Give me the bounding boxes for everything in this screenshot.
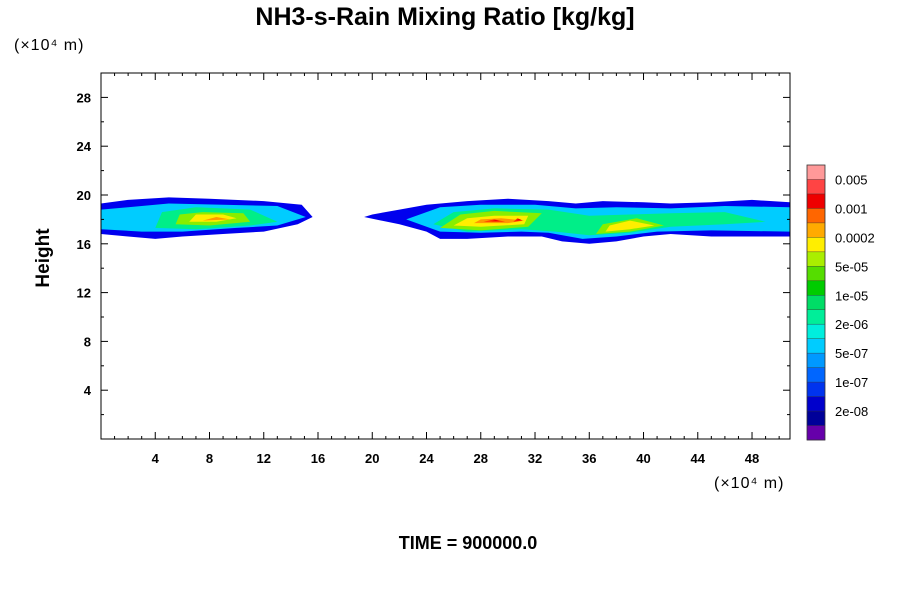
contour-region-17	[516, 218, 522, 221]
contour-region-12	[605, 220, 655, 232]
x-tick-label: 12	[257, 451, 271, 466]
x-tick-label: 44	[691, 451, 706, 466]
x-tick-label: 4	[152, 451, 160, 466]
colorbar-swatch	[807, 222, 825, 238]
colorbar-frame	[806, 164, 826, 441]
colorbar-swatch	[807, 208, 825, 224]
x-tick-label: 32	[528, 451, 542, 466]
colorbar-label: 0.005	[835, 173, 868, 188]
x-tick-label: 20	[365, 451, 379, 466]
colorbar-swatch	[807, 425, 825, 441]
colorbar-swatch	[807, 237, 825, 253]
colorbar-swatch	[807, 353, 825, 368]
x-tick-label: 24	[419, 451, 434, 466]
x-tick-label: 48	[745, 451, 759, 466]
colorbar-swatch	[807, 338, 825, 354]
y-tick-label: 4	[84, 383, 92, 398]
plot-frame	[100, 72, 791, 440]
colorbar-swatch	[807, 193, 825, 209]
y-tick-label: 28	[77, 90, 91, 105]
colorbar-swatch	[807, 251, 825, 267]
y-axis-label: Height	[33, 228, 54, 288]
y-tick-label: 8	[84, 334, 91, 349]
colorbar-label: 2e-08	[835, 404, 868, 419]
colorbar-swatch	[807, 266, 825, 282]
y-units-label: (×10⁴ m)	[14, 37, 84, 54]
colorbar-swatch	[807, 411, 825, 426]
colorbar-label: 5e-05	[835, 259, 868, 274]
colorbar-swatch	[807, 165, 825, 180]
colorbar-swatch	[807, 367, 825, 383]
time-label: TIME = 900000.0	[399, 533, 538, 553]
contour-region-5	[202, 217, 230, 221]
plot-area	[101, 197, 790, 244]
colorbar-label: 1e-07	[835, 375, 868, 390]
x-tick-label: 40	[636, 451, 650, 466]
y-tick-label: 24	[77, 139, 92, 154]
colorbar-label: 5e-07	[835, 346, 868, 361]
x-units-label: (×10⁴ m)	[714, 475, 784, 492]
contour-region-16	[491, 220, 500, 222]
colorbar-swatch	[807, 295, 825, 311]
colorbar-label: 0.0002	[835, 230, 875, 245]
y-tick-label: 20	[77, 188, 91, 203]
y-tick-label: 12	[77, 286, 91, 301]
colorbar-swatch	[807, 280, 825, 296]
colorbar-swatch	[807, 396, 825, 412]
chart-title: NH3-s-Rain Mixing Ratio [kg/kg]	[255, 3, 634, 31]
y-tick-label: 16	[77, 237, 91, 252]
x-tick-label: 36	[582, 451, 596, 466]
colorbar-swatch	[807, 309, 825, 325]
colorbar: 0.005 0.001 0.0002 5e-05 1e-05 2e-06 5e-07 1e-0…	[806, 164, 875, 441]
colorbar-swatch	[807, 324, 825, 339]
colorbar-label: 1e-05	[835, 288, 868, 303]
colorbar-label: 0.001	[835, 201, 868, 216]
colorbar-label: 2e-06	[835, 317, 868, 332]
x-tick-label: 16	[311, 451, 325, 466]
colorbar-swatch	[807, 382, 825, 397]
colorbar-swatch	[807, 179, 825, 195]
x-tick-label: 8	[206, 451, 213, 466]
x-tick-label: 28	[474, 451, 488, 466]
